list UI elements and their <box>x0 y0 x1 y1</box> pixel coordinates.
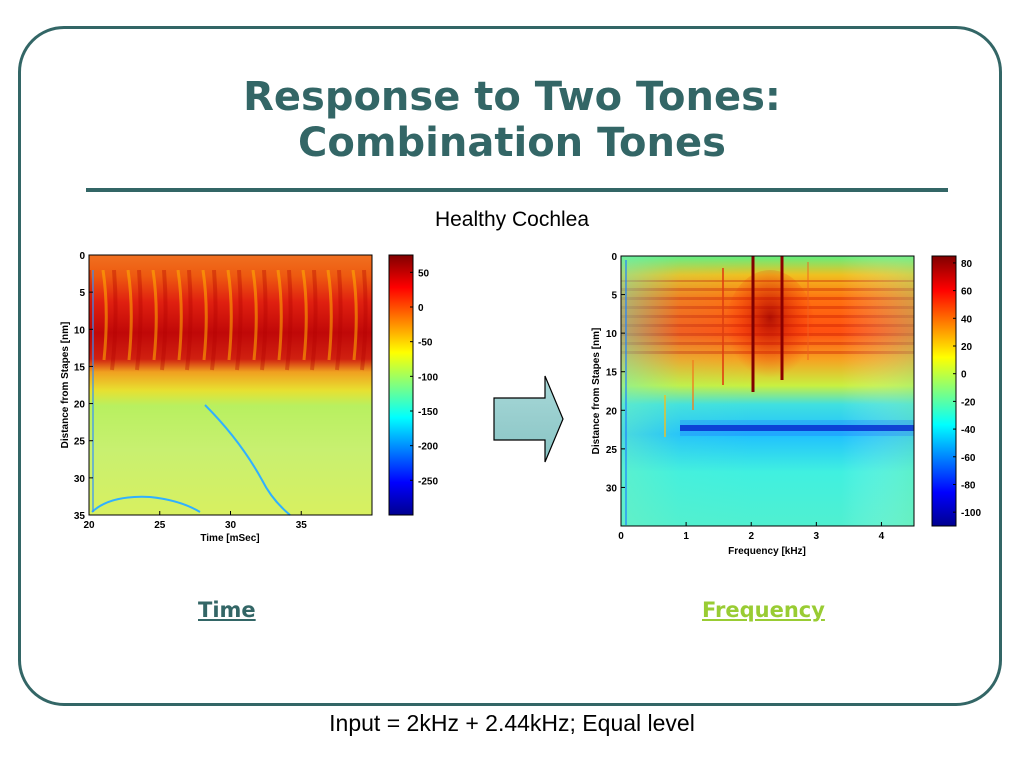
time-x-ticks: 20 25 30 35 <box>83 511 307 531</box>
time-x-axis-label: Time [mSec] <box>200 533 259 544</box>
time-colorbar-tick-label: 0 <box>418 303 424 314</box>
time-x-tick-label: 35 <box>296 520 308 531</box>
frequency-x-tick-label: 2 <box>748 531 754 542</box>
time-contour-line <box>204 404 291 516</box>
time-colorbar-tick-label: -50 <box>418 338 433 349</box>
time-x-tick-label: 25 <box>154 520 166 531</box>
title-divider <box>86 188 948 192</box>
right-arrow-icon <box>493 375 564 463</box>
time-colorbar-ticks: 50 0 -50 -100 -150 -200 -250 <box>410 268 438 487</box>
frequency-colorbar-tick-label: -20 <box>961 397 976 408</box>
frequency-y-axis-label: Distance from Stapes [nm] <box>591 328 602 455</box>
frequency-x-tick-label: 4 <box>879 531 885 542</box>
time-colorbar-tick-label: -100 <box>418 372 438 383</box>
frequency-colorbar <box>931 255 957 527</box>
time-y-tick-label: 5 <box>79 288 85 299</box>
frequency-colorbar-tick-label: 20 <box>961 342 973 353</box>
frequency-colorbar-tick-label: -60 <box>961 453 976 464</box>
time-plot: 0 5 10 15 20 25 30 35 20 25 30 35 Time [mSec] Dist… <box>60 251 438 544</box>
frequency-y-tick-label: 15 <box>606 368 618 379</box>
frequency-trough-band <box>680 425 914 431</box>
frequency-hot-region <box>725 270 815 390</box>
time-x-tick-label: 30 <box>225 520 237 531</box>
footer-caption: Input = 2kHz + 2.44kHz; Equal level <box>329 710 695 736</box>
frequency-x-tick-label: 0 <box>618 531 624 542</box>
time-colorbar-tick-label: 50 <box>418 268 430 279</box>
frequency-colorbar-tick-label: 40 <box>961 314 973 325</box>
frequency-colorbar-tick-label: -80 <box>961 480 976 491</box>
title-line-2: Combination Tones <box>298 120 726 166</box>
frequency-y-tick-label: 5 <box>611 291 617 302</box>
time-y-ticks: 0 5 10 15 20 25 30 35 <box>74 251 93 522</box>
time-heatmap-stripes <box>89 255 372 515</box>
time-contour-bottom <box>91 495 201 513</box>
time-y-axis-label: Distance from Stapes [nm] <box>60 322 71 449</box>
frequency-trough-halo <box>680 420 914 436</box>
time-y-tick-label: 15 <box>74 362 86 373</box>
frequency-y-tick-label: 20 <box>606 406 618 417</box>
time-colorbar-tick-label: -250 <box>418 476 438 487</box>
time-y-tick-label: 10 <box>74 325 86 336</box>
title-line-1: Response to Two Tones: <box>243 74 781 120</box>
frequency-colorbar-tick-label: -40 <box>961 425 976 436</box>
time-y-tick-label: 0 <box>79 251 85 262</box>
frequency-plot-border <box>620 255 915 527</box>
frequency-y-tick-label: 30 <box>606 483 618 494</box>
time-y-tick-label: 25 <box>74 437 86 448</box>
time-x-tick-label: 20 <box>83 520 95 531</box>
slide-title: Response to Two Tones: Combination Tones <box>0 74 1024 166</box>
frequency-x-tick-label: 1 <box>683 531 689 542</box>
slide-frame <box>18 26 1002 706</box>
time-colorbar-tick-label: -150 <box>418 407 438 418</box>
frequency-y-tick-label: 10 <box>606 329 618 340</box>
frequency-x-ticks: 0 1 2 3 4 <box>618 522 885 542</box>
frequency-x-tick-label: 3 <box>814 531 820 542</box>
frequency-colorbar-ticks: 80 60 40 20 0 -20 -40 -60 -80 -100 <box>953 259 981 519</box>
time-colorbar <box>388 254 414 516</box>
frequency-y-tick-label: 0 <box>611 252 617 263</box>
time-link[interactable]: Time <box>198 598 256 622</box>
time-y-tick-label: 20 <box>74 400 86 411</box>
time-y-tick-label: 30 <box>74 474 86 485</box>
frequency-colorbar-tick-label: 80 <box>961 259 973 270</box>
frequency-colorbar-tick-label: 0 <box>961 370 967 381</box>
frequency-x-axis-label: Frequency [kHz] <box>728 546 806 557</box>
time-colorbar-tick-label: -200 <box>418 442 438 453</box>
frequency-colorbar-tick-label: 60 <box>961 287 973 298</box>
frequency-link[interactable]: Frequency <box>702 598 825 622</box>
frequency-plot: 0 5 10 15 20 25 30 0 1 2 3 4 Frequency [kHz] Dista… <box>591 252 981 557</box>
frequency-y-tick-label: 25 <box>606 445 618 456</box>
frequency-y-ticks: 0 5 10 15 20 25 30 <box>606 252 625 494</box>
frequency-colorbar-tick-label: -100 <box>961 508 981 519</box>
chart-subtitle: Healthy Cochlea <box>434 208 590 231</box>
time-y-tick-label: 35 <box>74 511 86 522</box>
